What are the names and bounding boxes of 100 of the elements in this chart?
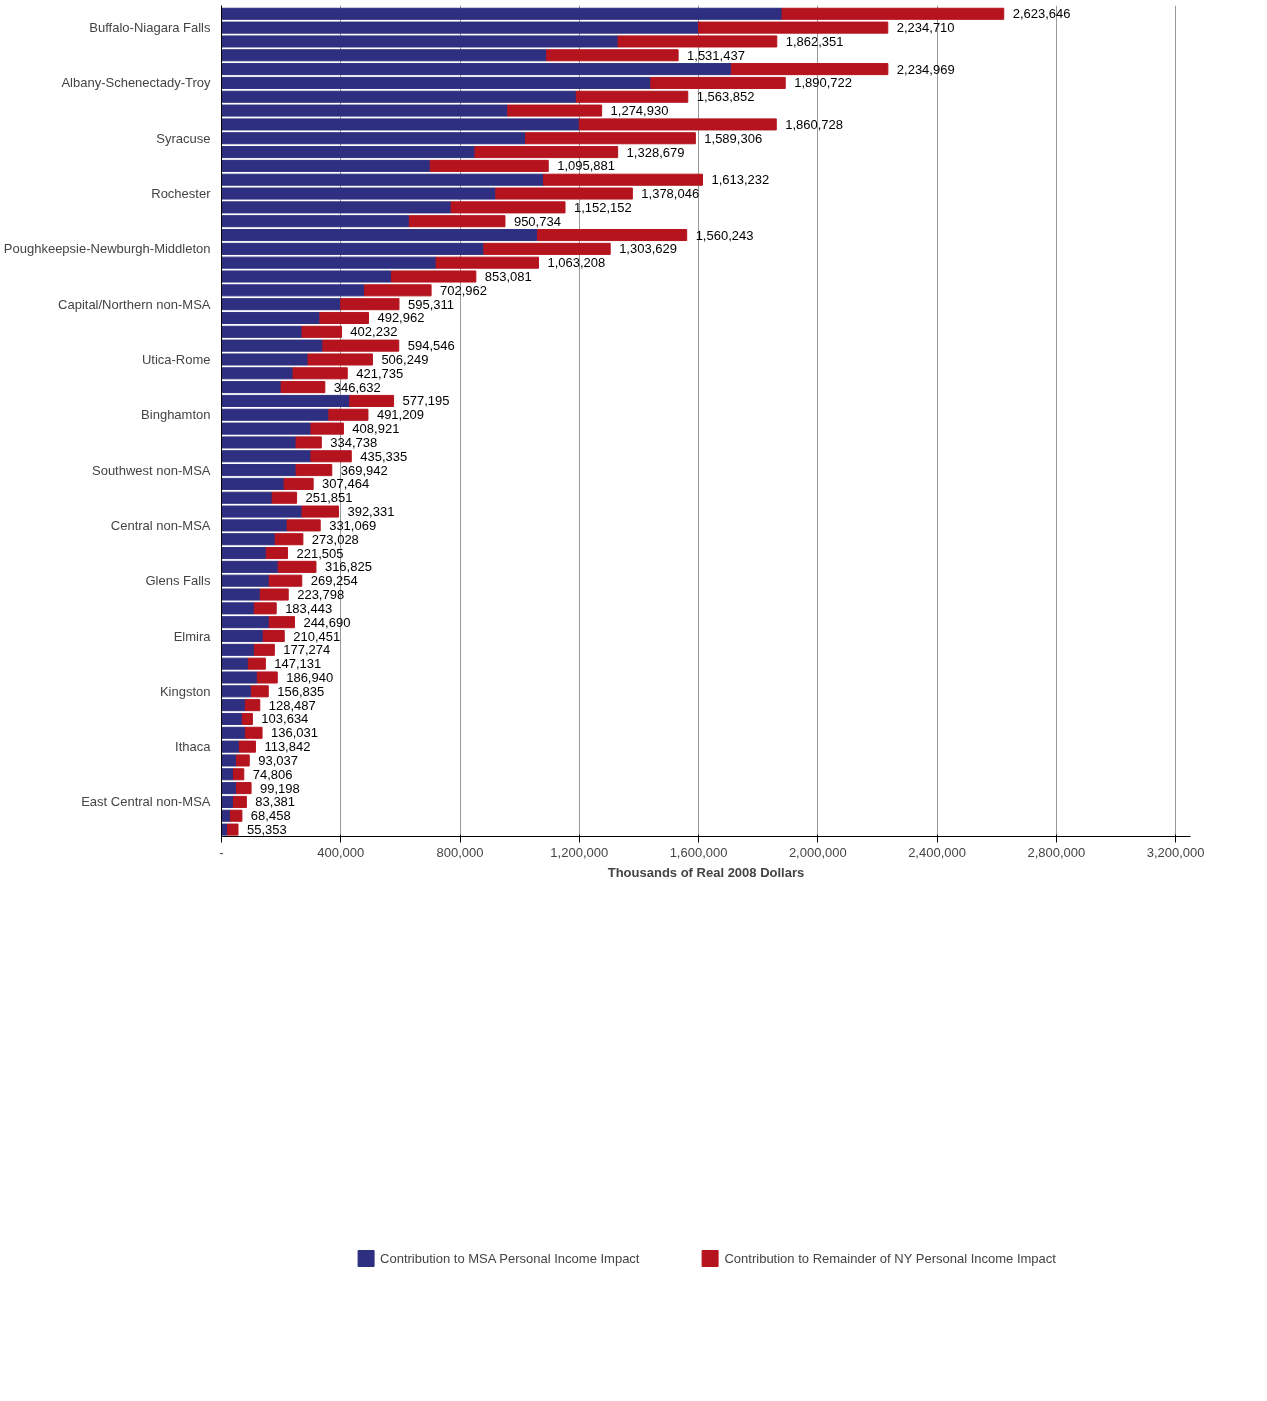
total-label: 853,081 [484,269,532,285]
legend-label: Contribution to MSA Personal Income Impact [380,1250,640,1266]
total-label: 156,835 [277,683,325,699]
y-tick-label: Capital/Northern non-MSA [58,296,211,312]
bar [283,477,314,490]
y-tick-label: Buffalo-Niagara Falls [89,20,211,36]
total-label: 210,451 [293,628,341,644]
y-tick-label: Glens Falls [145,573,211,589]
total-label: 186,940 [286,669,334,685]
bar [221,146,476,159]
total-label: 1,890,722 [794,75,853,91]
total-label: 307,464 [322,476,370,492]
total-label: 1,531,437 [687,47,745,63]
total-label: 408,921 [352,421,400,437]
x-axis-title: Thousands of Real 2008 Dollars [607,864,805,880]
bar [537,229,688,242]
total-label: 1,152,152 [573,199,632,215]
y-tick-label: Elmira [173,628,212,644]
y-tick-label: Rochester [151,186,212,202]
total-label: 492,962 [377,310,425,326]
y-tick-label: Southwest non-MSA [92,462,211,478]
bar [730,63,889,76]
bar [262,629,285,643]
total-label: 251,851 [305,490,353,506]
y-tick-label: Kingston [159,683,211,699]
total-label: 147,131 [274,656,322,672]
x-tick-label: 3,200,000 [1146,844,1205,860]
total-label: 103,634 [261,711,309,727]
total-label: 369,942 [340,462,388,478]
x-tick-label: 2,800,000 [1027,844,1086,860]
total-label: 269,254 [310,573,358,589]
total-label: 435,335 [360,448,408,464]
total-label: 223,798 [297,587,345,603]
bar [221,159,431,172]
total-label: 421,735 [356,365,404,381]
bar [429,159,549,172]
total-label: 950,734 [513,213,561,229]
total-label: 1,303,629 [619,241,677,257]
y-tick-label: Utica-Rome [141,351,211,367]
total-label: 346,632 [333,379,381,395]
total-label: 1,613,232 [711,172,770,188]
total-label: 1,589,306 [704,130,763,146]
bar [221,242,485,255]
bar [319,311,369,325]
total-label: 402,232 [350,324,398,340]
x-tick-label: 1,600,000 [669,844,728,860]
total-label: 1,328,679 [626,144,685,160]
bar [221,699,246,712]
bar [221,63,732,76]
bar [221,381,282,394]
bar [221,782,237,795]
bar [271,491,298,504]
total-label: 2,234,710 [896,20,955,36]
bar [221,311,321,325]
bar [241,712,253,725]
total-label: 2,234,969 [896,61,955,77]
total-label: 1,563,852 [696,89,755,105]
bar [221,629,264,643]
bar [221,464,297,477]
total-label: 595,311 [407,296,454,312]
total-label: 177,274 [283,642,331,658]
bar [265,547,289,560]
bar [221,560,279,573]
y-tick-label: Central non-MSA [110,517,211,533]
bar [221,229,539,242]
total-label: 113,842 [264,739,311,755]
total-label: 577,195 [402,393,450,409]
total-label: 83,381 [255,794,296,810]
total-label: 221,505 [296,545,344,561]
x-tick-label: 800,000 [436,844,484,860]
total-label: 99,198 [260,780,300,796]
bar [221,76,652,89]
x-tick-label: 400,000 [317,844,365,860]
bar [235,782,252,795]
y-tick-label: Albany-Schenectady-Troy [61,75,211,91]
total-label: 1,862,351 [785,33,844,49]
x-tick-label: 1,200,000 [550,844,609,860]
total-label: 334,738 [330,434,378,450]
y-tick-label: Syracuse [156,130,211,146]
bar [232,795,247,808]
bar [221,394,351,407]
total-label: 273,028 [311,531,359,547]
bar [483,242,611,255]
total-label: 2,623,646 [1012,6,1071,22]
total-label: 1,378,046 [641,186,700,202]
total-label: 1,274,930 [610,103,669,119]
x-tick-label: 2,000,000 [788,844,847,860]
x-tick-label: - [219,844,224,860]
total-label: 702,962 [440,282,488,298]
total-label: 491,209 [376,407,424,423]
y-tick-label: Ithaca [175,739,212,755]
total-label: 1,860,728 [785,116,844,132]
total-label: 74,806 [252,766,293,782]
bar [221,712,243,725]
total-label: 136,031 [271,725,318,741]
x-tick-label: 2,400,000 [908,844,966,860]
total-label: 316,825 [324,559,372,575]
y-tick-label: East Central non-MSA [81,794,211,810]
bar [221,477,285,490]
total-label: 68,458 [250,808,291,824]
